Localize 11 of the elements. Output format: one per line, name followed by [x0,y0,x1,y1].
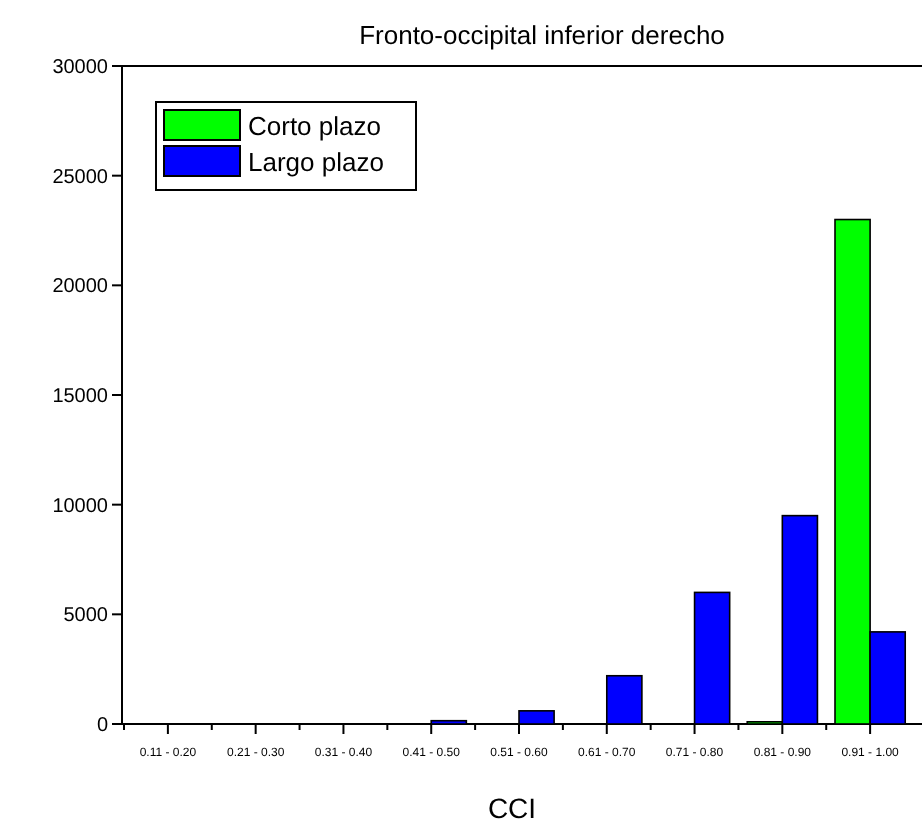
y-tick-label: 10000 [52,495,109,518]
legend-label: Corto plazo [248,111,381,142]
y-tick-label: 25000 [52,166,109,189]
y-tick-label: 5000 [63,605,109,628]
legend-label: Largo plazo [248,147,384,178]
y-tick-label: 0 [96,715,109,737]
y-tick-label: 20000 [52,276,109,299]
x-axis-title: CCI [487,792,537,824]
y-tick-label: 15000 [52,386,109,408]
y-tick-label: 30000 [52,57,109,79]
chart-title: Fronto-occipital inferior derecho [359,20,725,50]
